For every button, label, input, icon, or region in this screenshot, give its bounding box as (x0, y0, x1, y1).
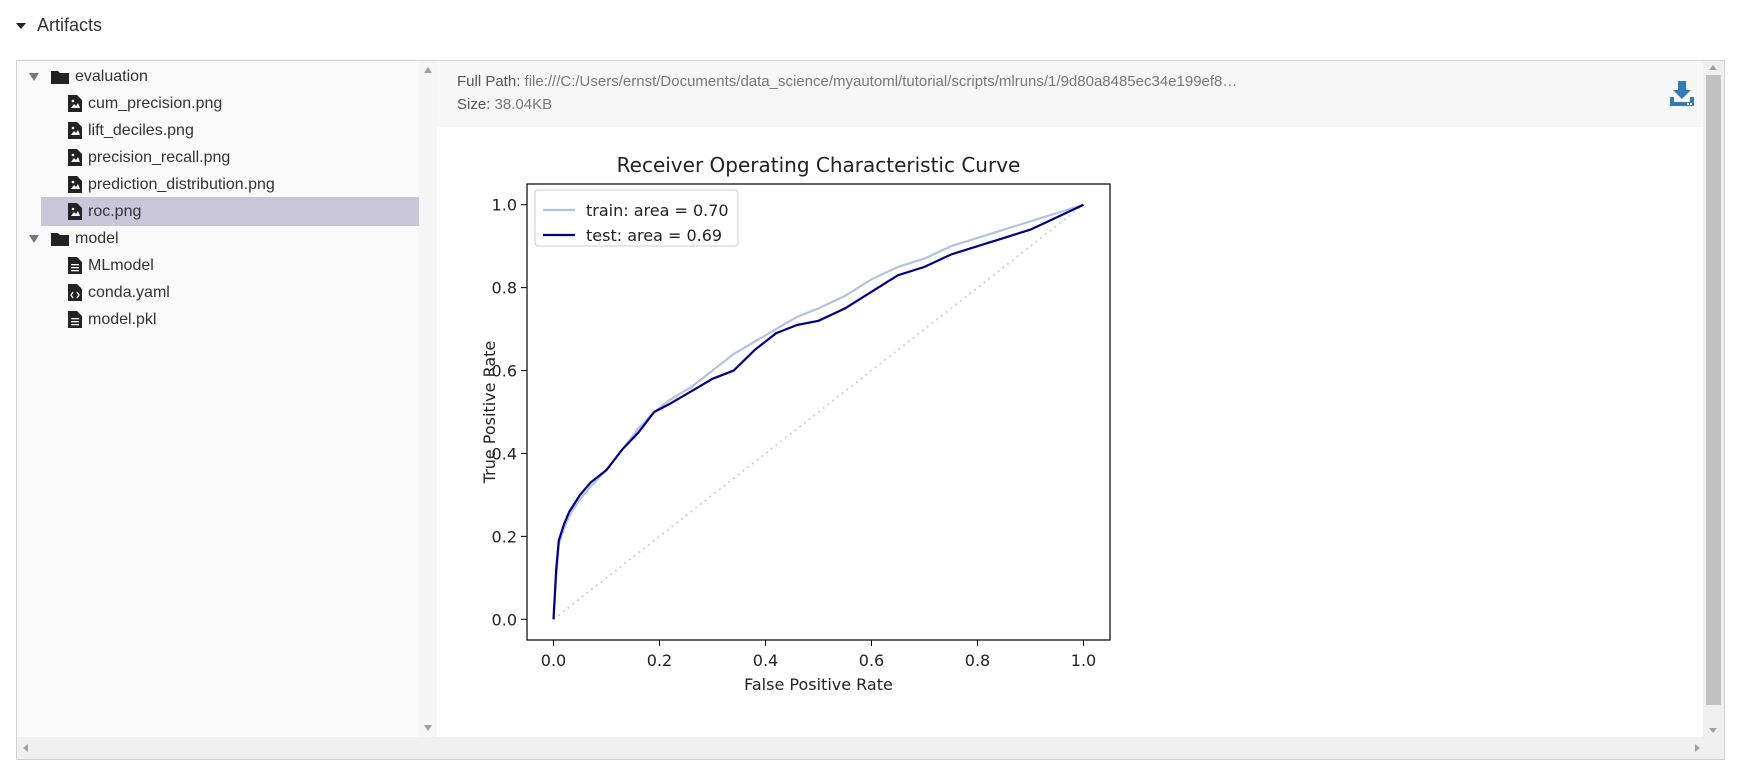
folder-icon (51, 232, 69, 246)
tree-item-label: precision_recall.png (88, 148, 231, 166)
tree-file-item[interactable]: lift_deciles.png (41, 116, 419, 145)
tree-folder-model[interactable]: model (25, 224, 419, 253)
x-tick-label: 0.6 (859, 651, 884, 670)
image-file-icon (68, 95, 82, 112)
expand-toggle-icon[interactable] (29, 72, 39, 81)
plot-frame (526, 183, 1111, 641)
full-path-value: file:///C:/Users/ernst/Documents/data_sc… (524, 73, 1238, 90)
roc-chart: Receiver Operating Characteristic Curve 0… (480, 153, 1111, 694)
tree-file-item[interactable]: model.pkl (41, 305, 419, 334)
size-line: Size: 38.04KB (457, 96, 552, 113)
artifacts-title: Artifacts (37, 14, 103, 35)
artifact-viewer: Full Path: file:///C:/Users/ernst/Docume… (437, 61, 1703, 737)
train-roc-line (552, 203, 1084, 620)
x-axis-label: False Positive Rate (744, 675, 893, 694)
test-roc-line (552, 203, 1084, 620)
text-file-icon (68, 311, 82, 328)
tree-scrollbar[interactable] (419, 61, 437, 737)
download-icon[interactable] (1669, 79, 1695, 107)
y-tick-label: 0.0 (492, 610, 517, 629)
y-axis-label: True Positive Rate (480, 341, 499, 485)
legend-box (534, 189, 739, 247)
full-path-label: Full Path: (457, 73, 521, 90)
tree-file-item[interactable]: cum_precision.png (41, 89, 419, 118)
image-file-icon (68, 203, 82, 220)
y-tick-label: 1.0 (492, 196, 517, 215)
scroll-up-icon[interactable] (1709, 65, 1717, 70)
x-tick-label: 0.2 (647, 651, 672, 670)
tree-file-item[interactable]: MLmodel (41, 251, 419, 280)
image-file-icon (68, 176, 82, 193)
tree-folder-evaluation[interactable]: evaluation (25, 62, 419, 91)
folder-icon (51, 70, 69, 84)
x-tick-label: 0.0 (541, 651, 566, 670)
scroll-left-icon[interactable] (23, 744, 28, 752)
text-file-icon (68, 257, 82, 274)
tree-file-item[interactable]: roc.png (41, 197, 419, 226)
scroll-down-icon[interactable] (424, 725, 432, 731)
image-file-icon (68, 122, 82, 139)
horizontal-scrollbar[interactable] (17, 737, 1724, 759)
artifact-tree: evaluation cum_precision.png lift_deciles.… (17, 61, 419, 737)
y-tick-label: 0.2 (492, 527, 517, 546)
code-file-icon (68, 284, 82, 301)
tree-item-label: lift_deciles.png (88, 121, 194, 139)
tree-file-item[interactable]: conda.yaml (41, 278, 419, 307)
y-tick-label: 0.8 (492, 279, 517, 298)
tree-file-item[interactable]: prediction_distribution.png (41, 170, 419, 199)
tree-item-label: model.pkl (88, 310, 157, 328)
caret-down-icon (16, 23, 26, 29)
artifact-metadata: Full Path: file:///C:/Users/ernst/Docume… (437, 61, 1703, 127)
full-path-line: Full Path: file:///C:/Users/ernst/Docume… (457, 73, 1237, 90)
chart-title: Receiver Operating Characteristic Curve (617, 153, 1021, 177)
tree-file-item[interactable]: precision_recall.png (41, 143, 419, 172)
size-label: Size: (457, 96, 491, 113)
expand-toggle-icon[interactable] (29, 234, 39, 243)
tree-item-label: roc.png (88, 202, 142, 220)
y-tick-label: 0.4 (492, 444, 517, 463)
scroll-up-icon[interactable] (424, 67, 432, 73)
legend-entry: test: area = 0.69 (586, 226, 722, 245)
legend-entry: train: area = 0.70 (586, 201, 729, 220)
tree-item-label: MLmodel (88, 256, 154, 274)
diagonal-reference-line (552, 203, 1085, 621)
scrollbar-thumb[interactable] (1706, 75, 1721, 705)
tree-item-label: conda.yaml (88, 283, 170, 301)
tree-item-label: cum_precision.png (88, 94, 223, 112)
x-tick-label: 0.4 (753, 651, 778, 670)
x-tick-label: 0.8 (965, 651, 990, 670)
size-value: 38.04KB (494, 96, 553, 113)
tree-item-label: prediction_distribution.png (88, 175, 275, 193)
y-tick-label: 0.6 (492, 362, 517, 381)
x-tick-label: 1.0 (1071, 651, 1096, 670)
artifacts-panel: evaluation cum_precision.png lift_deciles.… (16, 60, 1725, 760)
scroll-down-icon[interactable] (1709, 728, 1717, 733)
scroll-right-icon[interactable] (1695, 744, 1700, 752)
image-file-icon (68, 149, 82, 166)
tree-item-label: model (75, 229, 119, 247)
tree-item-label: evaluation (75, 67, 148, 85)
viewer-scrollbar[interactable] (1703, 61, 1724, 737)
artifacts-section-toggle[interactable]: Artifacts (16, 12, 102, 38)
